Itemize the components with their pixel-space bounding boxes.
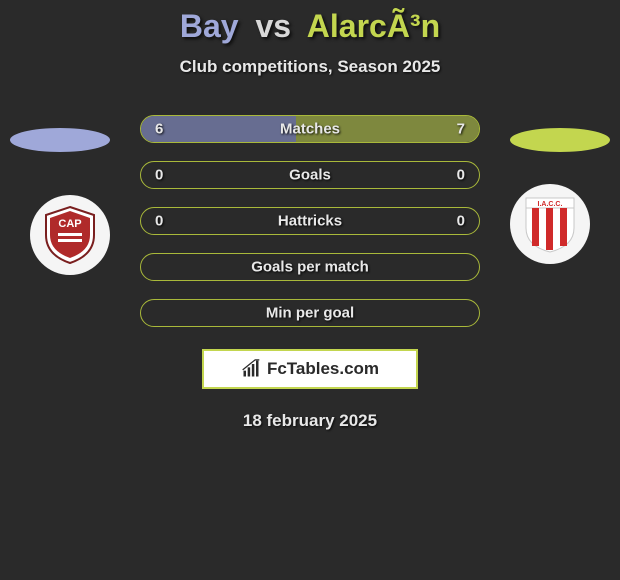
player2-name: AlarcÃ³n [307,8,440,44]
stat-value-right: 0 [457,167,465,184]
stat-row: Goals per match [140,253,480,281]
brand-badge: FcTables.com [202,349,418,389]
comparison-infographic: Bay vs AlarcÃ³n Club competitions, Seaso… [0,0,620,431]
cap-crest-icon: CAP [38,203,102,267]
player1-name: Bay [180,8,239,44]
stats-rows: 6 Matches 7 0 Goals 0 0 Hattricks 0 Goals per mat… [140,115,480,327]
stat-row: Min per goal [140,299,480,327]
player1-accent-ellipse [10,128,110,152]
player2-club-crest: I.A.C.C. [510,184,590,264]
subtitle: Club competitions, Season 2025 [0,57,620,77]
stat-value-left: 0 [155,213,163,230]
player2-accent-ellipse [510,128,610,152]
svg-text:CAP: CAP [58,218,81,230]
stat-label: Hattricks [278,213,342,230]
stat-label: Min per goal [266,305,354,322]
brand-text: FcTables.com [267,359,379,379]
iacc-crest-icon: I.A.C.C. [518,192,582,256]
stat-row: 0 Goals 0 [140,161,480,189]
date-label: 18 february 2025 [0,411,620,431]
bar-chart-icon [241,359,261,379]
page-title: Bay vs AlarcÃ³n [0,8,620,45]
player1-club-crest: CAP [30,195,110,275]
stat-value-right: 0 [457,213,465,230]
svg-text:I.A.C.C.: I.A.C.C. [538,201,563,208]
stat-label: Goals [289,167,331,184]
stat-value-left: 0 [155,167,163,184]
stat-value-left: 6 [155,121,163,138]
stat-fill-left [141,116,296,142]
stat-label: Goals per match [251,259,369,276]
stat-value-right: 7 [457,121,465,138]
title-vs: vs [255,8,291,44]
stat-row: 6 Matches 7 [140,115,480,143]
stat-label: Matches [280,121,340,138]
stat-row: 0 Hattricks 0 [140,207,480,235]
